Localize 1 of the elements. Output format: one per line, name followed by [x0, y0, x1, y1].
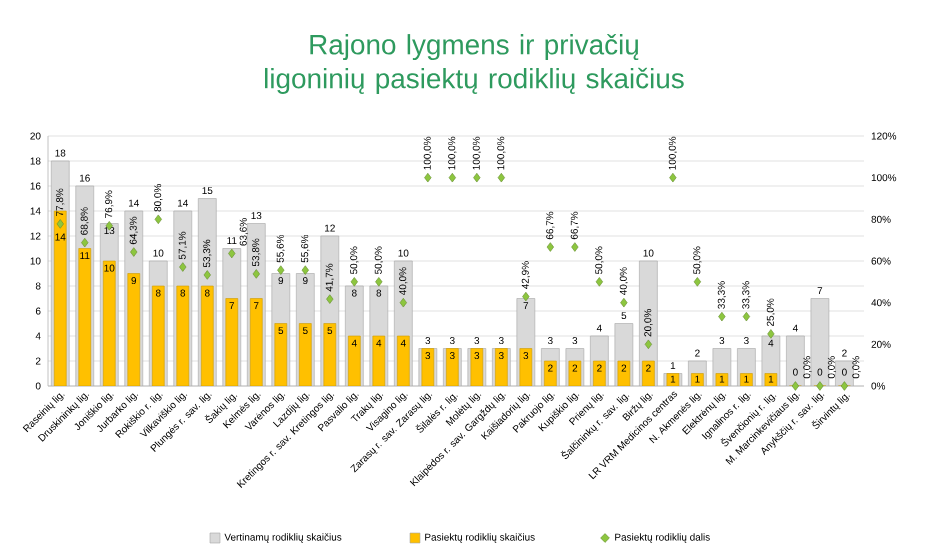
chart-title: Rajono lygmens ir privačių ligoninių pasiektų rodiklių skaičius	[265, 33, 684, 94]
